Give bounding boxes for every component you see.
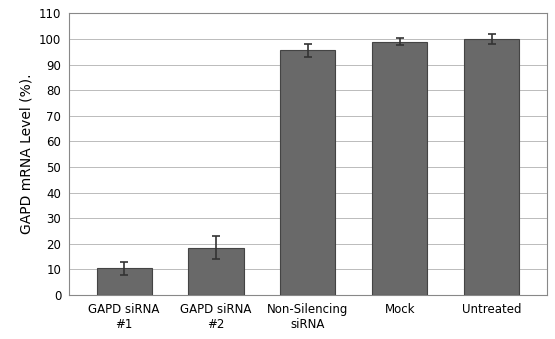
Y-axis label: GAPD mRNA Level (%).: GAPD mRNA Level (%). — [19, 74, 33, 235]
Bar — [372, 41, 427, 295]
Bar — [280, 51, 335, 295]
Bar — [97, 268, 152, 295]
Bar — [188, 248, 244, 295]
Bar — [464, 39, 519, 295]
